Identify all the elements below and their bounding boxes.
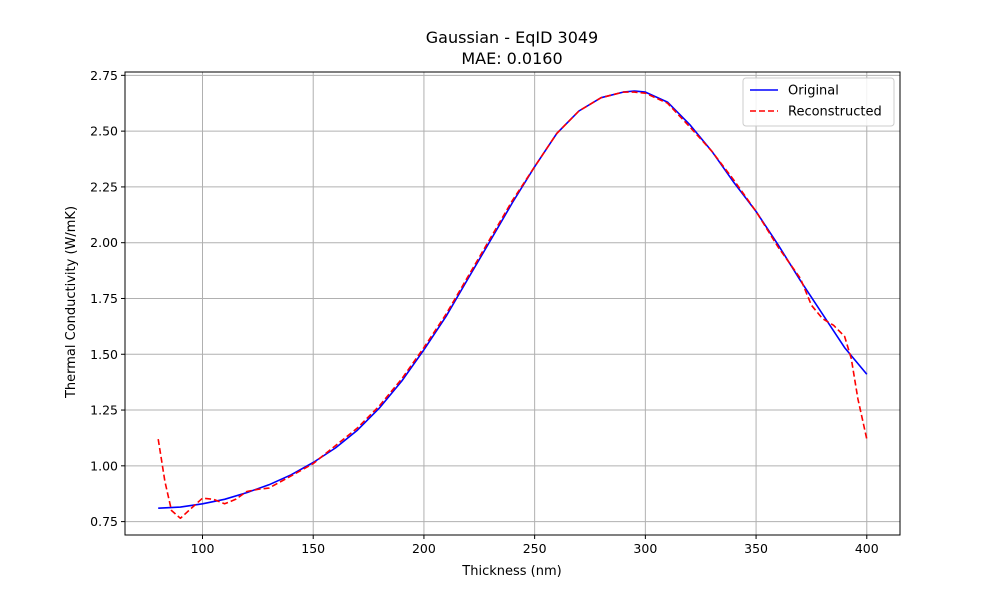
x-tick-label: 350 xyxy=(744,541,768,556)
x-tick-label: 200 xyxy=(412,541,436,556)
y-tick-label: 2.75 xyxy=(90,68,118,83)
plot-frame xyxy=(124,71,901,536)
y-tick-label: 1.00 xyxy=(90,458,118,473)
grid xyxy=(125,72,900,535)
plot-background xyxy=(125,72,900,535)
x-tick-label: 100 xyxy=(191,541,215,556)
x-axis-label: Thickness (nm) xyxy=(461,564,561,579)
legend-box xyxy=(742,77,895,127)
legend-label-original: Original xyxy=(788,84,839,99)
x-tick-label: 300 xyxy=(633,541,657,556)
y-axis: 0.75 1.00 1.25 1.50 1.75 2.00 2.25 2.50 2.75 xyxy=(90,68,125,529)
y-axis-label: Thermal Conductivity (W/mK) xyxy=(64,206,79,399)
plot-area xyxy=(124,71,901,536)
chart-subtitle: MAE: 0.0160 xyxy=(461,49,562,68)
y-tick-label: 2.25 xyxy=(90,179,118,194)
y-tick-label: 1.50 xyxy=(90,347,118,362)
series-line-reconstructed xyxy=(157,91,868,520)
legend: Original Reconstructed xyxy=(742,77,895,127)
x-tick-label: 250 xyxy=(523,541,547,556)
legend-label-reconstructed: Reconstructed xyxy=(788,105,882,120)
y-tick-label: 1.75 xyxy=(90,291,118,306)
y-tick-label: 0.75 xyxy=(90,514,118,529)
y-tick-label: 2.50 xyxy=(90,124,118,139)
y-tick-label: 1.25 xyxy=(90,403,118,418)
x-tick-label: 400 xyxy=(855,541,879,556)
series-layer xyxy=(157,90,868,520)
chart-title: Gaussian - EqID 3049 xyxy=(426,28,598,47)
y-tick-label: 2.00 xyxy=(90,235,118,250)
x-axis: 100 150 200 250 300 350 400 xyxy=(191,535,879,556)
x-tick-label: 150 xyxy=(301,541,325,556)
